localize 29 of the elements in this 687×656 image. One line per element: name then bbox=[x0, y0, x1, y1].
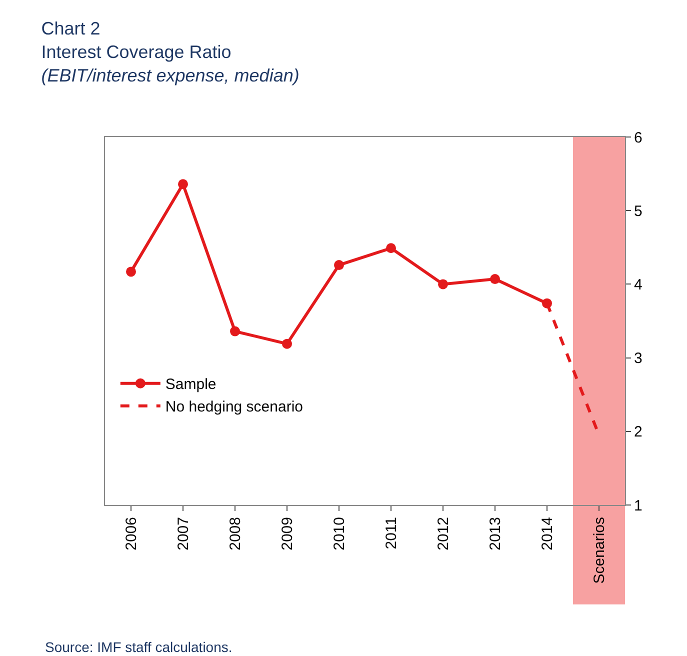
x-tick-label: 2014 bbox=[538, 517, 556, 550]
x-tick-label: 2009 bbox=[278, 517, 296, 550]
x-tick-label: 2012 bbox=[434, 517, 452, 550]
legend-label: No hedging scenario bbox=[165, 398, 303, 416]
y-tick-label: 4 bbox=[634, 276, 642, 294]
x-tick-label: 2010 bbox=[330, 517, 348, 550]
legend-label: Sample bbox=[165, 376, 216, 394]
point bbox=[178, 179, 188, 190]
point bbox=[386, 243, 396, 254]
y-tick-label: 6 bbox=[634, 129, 642, 146]
x-tick-label: 2011 bbox=[382, 517, 400, 550]
point bbox=[126, 266, 136, 277]
chart-subtitle: (EBIT/interest expense, median) bbox=[41, 66, 300, 86]
chart-title: Chart 2 Interest Coverage Ratio bbox=[41, 18, 232, 62]
y-tick-label: 5 bbox=[634, 202, 642, 220]
point bbox=[230, 326, 240, 336]
source-note: Source: IMF staff calculations. bbox=[45, 639, 232, 655]
point bbox=[334, 260, 344, 270]
y-tick-label: 1 bbox=[634, 497, 642, 514]
y-tick-label: 3 bbox=[634, 350, 642, 368]
point bbox=[282, 338, 292, 349]
point bbox=[438, 279, 448, 290]
y-tick-label: 2 bbox=[634, 424, 642, 441]
x-tick-label: 2008 bbox=[226, 517, 244, 550]
x-tick-label: 2007 bbox=[174, 517, 192, 550]
x-tick-label: 2013 bbox=[486, 517, 504, 550]
point bbox=[490, 274, 500, 284]
x-tick-label: Scenarios bbox=[590, 517, 608, 584]
x-tick-label: 2006 bbox=[122, 517, 140, 550]
